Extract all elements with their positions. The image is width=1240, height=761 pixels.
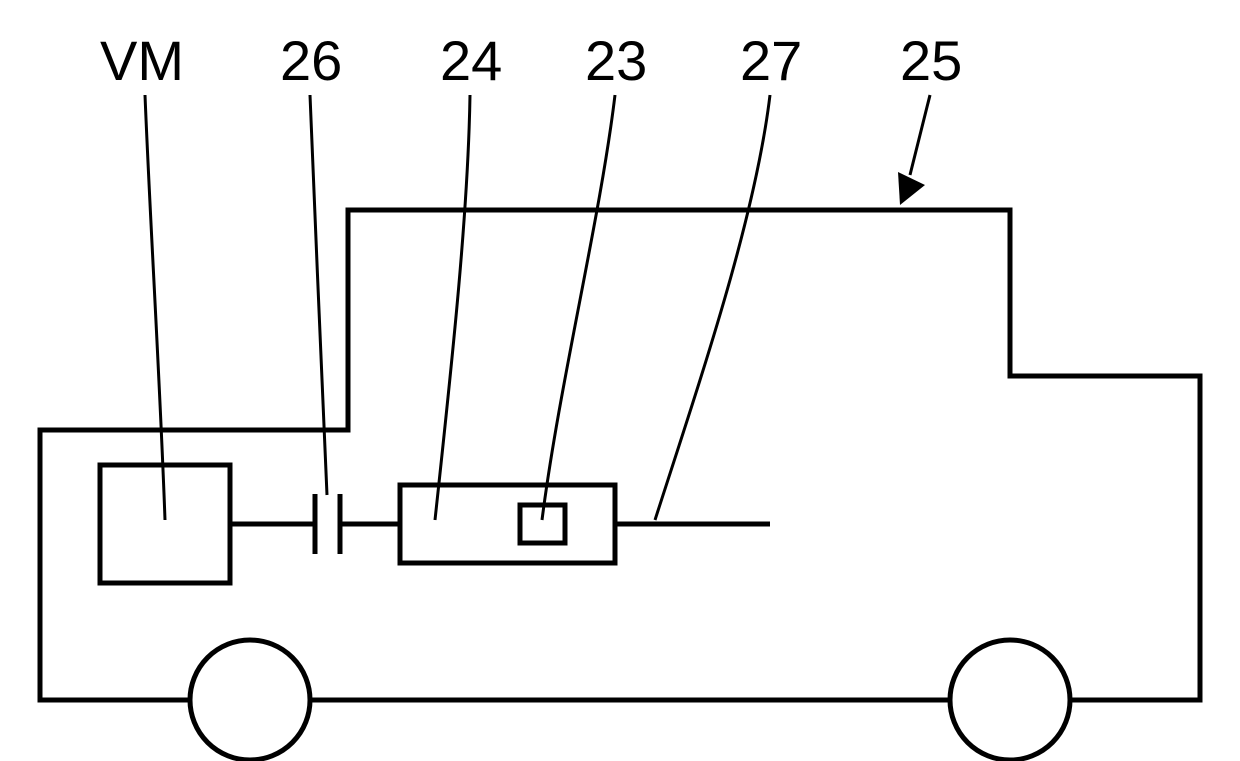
drivetrain-group bbox=[100, 465, 770, 583]
transmission-box bbox=[400, 485, 615, 563]
label-27: 27 bbox=[740, 29, 802, 92]
leader-line-VM bbox=[145, 95, 165, 520]
leader-lines-group bbox=[145, 95, 930, 520]
wheel-1 bbox=[190, 640, 310, 760]
label-VM: VM bbox=[100, 29, 184, 92]
leader-line-23 bbox=[542, 95, 615, 520]
vehicle-body-outline bbox=[40, 210, 1200, 700]
vehicle-schematic-diagram: VM 26 24 23 27 25 bbox=[0, 0, 1240, 761]
leader-arrow-25-head bbox=[898, 172, 925, 205]
leader-line-24 bbox=[435, 95, 470, 520]
wheel-2 bbox=[950, 640, 1070, 760]
label-25: 25 bbox=[900, 29, 962, 92]
label-26: 26 bbox=[280, 29, 342, 92]
leader-arrow-25-line bbox=[910, 95, 930, 175]
label-24: 24 bbox=[440, 29, 502, 92]
label-23: 23 bbox=[585, 29, 647, 92]
leader-line-27 bbox=[655, 95, 770, 520]
labels-group: VM 26 24 23 27 25 bbox=[100, 29, 962, 92]
leader-line-26 bbox=[310, 95, 327, 495]
